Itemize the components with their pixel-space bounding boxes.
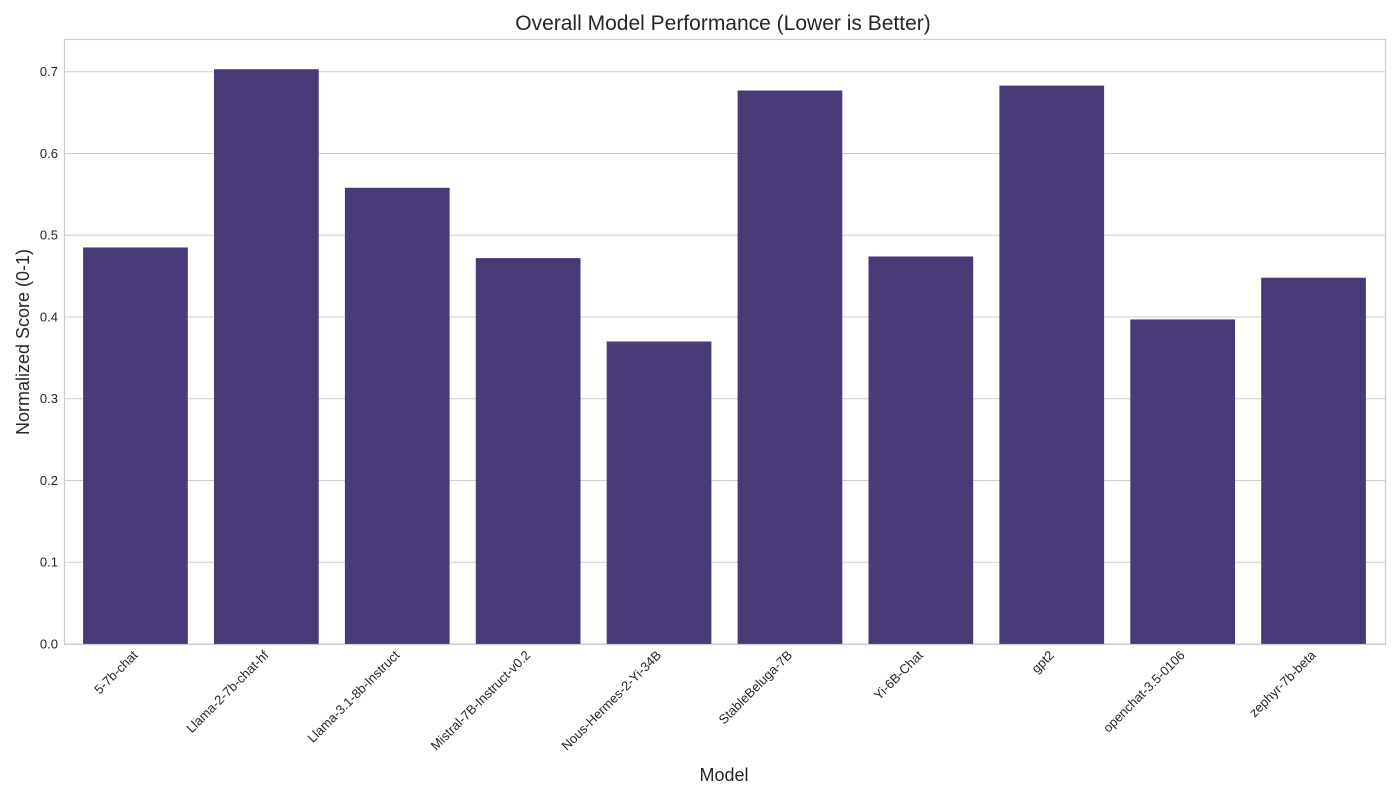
bar <box>606 341 712 644</box>
x-tick-labels: 5-7b-chat Llama-2-7b-chat-hf Llama-3.1-8b-… <box>91 647 1319 753</box>
y-tick-label: 0.3 <box>40 391 58 406</box>
y-tick-label: 0.0 <box>40 637 58 652</box>
bar <box>344 187 450 644</box>
bar <box>999 85 1105 645</box>
chart-title: Overall Model Performance (Lower is Bett… <box>515 12 930 35</box>
y-tick-label: 0.2 <box>40 473 58 488</box>
x-tick-label: Yi-6B-Chat <box>871 647 926 702</box>
y-axis-label: Normalized Score (0-1) <box>13 249 33 435</box>
x-tick-label: Llama-2-7b-chat-hf <box>183 647 272 736</box>
x-tick-label: Llama-3.1-8b-Instruct <box>304 647 402 745</box>
x-tick-label: gpt2 <box>1028 648 1057 677</box>
bar <box>475 258 581 644</box>
x-tick-label: openchat-3.5-0106 <box>1100 648 1188 736</box>
y-tick-labels: 0.0 0.1 0.2 0.3 0.4 0.5 0.6 0.7 <box>40 64 58 651</box>
y-tick-label: 0.1 <box>40 555 58 570</box>
bar <box>1130 319 1236 644</box>
x-tick-label: 5-7b-chat <box>91 647 141 697</box>
x-tick-label: Nous-Hermes-2-Yi-34B <box>558 648 664 754</box>
y-tick-label: 0.6 <box>40 146 58 161</box>
x-tick-label: Mistral-7B-Instruct-v0.2 <box>428 648 534 754</box>
plot-frame <box>63 38 1387 646</box>
bars <box>83 69 1366 645</box>
bar <box>1261 277 1366 644</box>
y-tick-label: 0.5 <box>40 228 58 243</box>
y-tick-label: 0.7 <box>40 64 58 79</box>
x-tick-label: zephyr-7b-beta <box>1246 647 1319 720</box>
x-tick-label: StableBeluga-7B <box>715 648 795 728</box>
bar <box>83 247 188 644</box>
bar <box>213 69 319 644</box>
bar <box>868 256 974 644</box>
x-axis-label: Model <box>699 765 748 785</box>
bar <box>737 90 843 644</box>
y-tick-label: 0.4 <box>40 309 58 324</box>
